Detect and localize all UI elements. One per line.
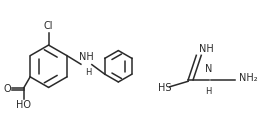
Text: HS: HS <box>158 83 172 93</box>
Text: N: N <box>205 64 212 75</box>
Text: H: H <box>86 68 92 77</box>
Text: NH: NH <box>199 44 214 54</box>
Text: NH: NH <box>79 52 94 62</box>
Text: NH₂: NH₂ <box>239 73 257 83</box>
Text: Cl: Cl <box>44 21 53 31</box>
Text: HO: HO <box>16 100 31 110</box>
Text: H: H <box>205 87 212 96</box>
Text: O: O <box>3 84 11 94</box>
